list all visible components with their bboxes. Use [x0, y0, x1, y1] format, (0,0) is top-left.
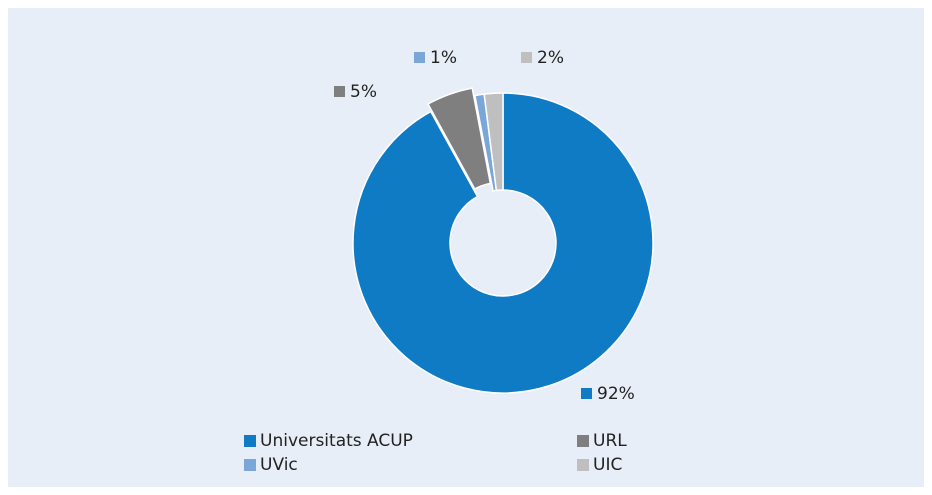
value-label-marker [334, 86, 345, 97]
value-label: 1% [430, 48, 457, 68]
legend-marker [577, 435, 589, 447]
value-label: 2% [537, 48, 564, 68]
legend-marker [577, 459, 589, 471]
legend-marker [244, 459, 256, 471]
chart-background [8, 8, 924, 487]
value-label: 92% [597, 384, 635, 404]
legend-label: UVic [260, 455, 298, 475]
legend-label: Universitats ACUP [260, 431, 413, 451]
donut-slice [483, 92, 504, 192]
value-label: 5% [350, 82, 377, 102]
donut-slice [352, 92, 654, 394]
legend-marker [244, 435, 256, 447]
value-label-marker [414, 52, 425, 63]
value-label-marker [581, 388, 592, 399]
legend-label: UIC [593, 455, 622, 475]
legend-label: URL [593, 431, 627, 451]
donut-slice [427, 87, 492, 191]
value-label-marker [521, 52, 532, 63]
